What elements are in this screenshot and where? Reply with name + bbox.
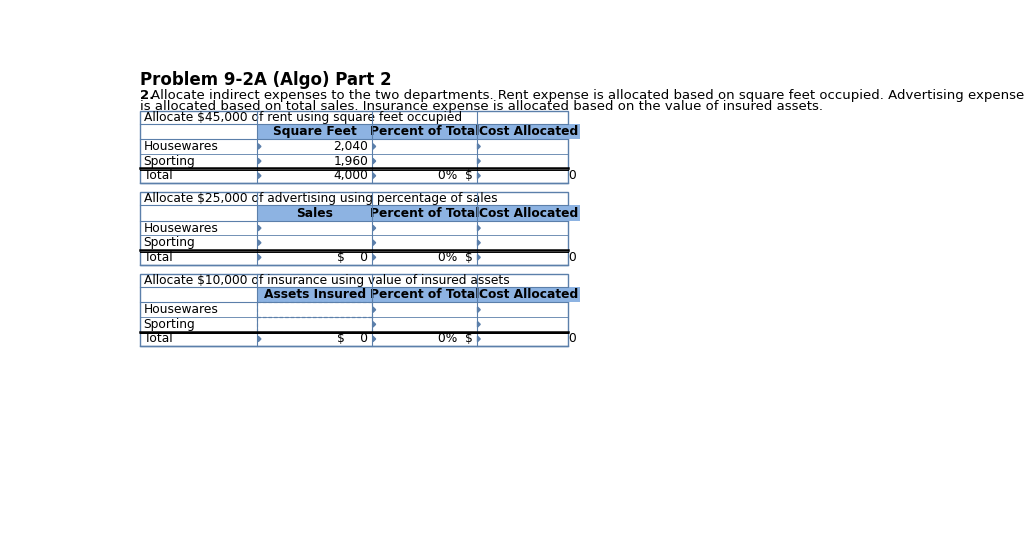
Polygon shape [258,144,261,149]
Polygon shape [373,307,376,312]
Polygon shape [477,173,480,178]
Text: is allocated based on total sales. Insurance expense is allocated based on the v: is allocated based on total sales. Insur… [139,100,822,113]
Polygon shape [477,255,480,260]
Text: $    0: $ 0 [337,332,369,345]
Text: 0: 0 [568,251,575,264]
Polygon shape [373,322,376,327]
Text: Allocate $10,000 of insurance using value of insured assets: Allocate $10,000 of insurance using valu… [143,274,509,287]
Text: Housewares: Housewares [143,303,218,316]
Text: Assets Insured: Assets Insured [264,288,366,301]
Text: Housewares: Housewares [143,222,218,235]
Text: 2,040: 2,040 [334,140,369,153]
Bar [477,205,580,221]
Polygon shape [373,158,376,164]
Polygon shape [477,322,480,327]
Polygon shape [258,336,261,342]
Bar [477,287,580,303]
Polygon shape [477,158,480,164]
Bar [372,205,477,221]
Text: Cost Allocated: Cost Allocated [478,125,578,138]
Bar [372,124,477,139]
Text: 0%  $: 0% $ [438,251,473,264]
Text: Sales: Sales [296,207,333,219]
Text: 0%  $: 0% $ [438,332,473,345]
Bar [139,192,568,265]
Polygon shape [477,144,480,149]
Text: Square Feet: Square Feet [273,125,356,138]
Polygon shape [373,255,376,260]
Bar [257,205,372,221]
Text: 0%  $: 0% $ [438,169,473,182]
Text: Allocate indirect expenses to the two departments. Rent expense is allocated bas: Allocate indirect expenses to the two de… [152,89,1024,102]
Text: Sporting: Sporting [143,155,196,168]
Text: Percent of Total: Percent of Total [370,288,479,301]
Text: Total: Total [143,332,172,345]
Bar [257,287,372,303]
Text: Problem 9-2A (Algo) Part 2: Problem 9-2A (Algo) Part 2 [139,72,391,90]
Text: 0: 0 [568,332,575,345]
Bar [139,274,568,346]
Bar [139,111,568,183]
Text: 0: 0 [568,169,575,182]
Text: Sporting: Sporting [143,236,196,249]
Polygon shape [258,226,261,231]
Text: Allocate $45,000 of rent using square feet occupied: Allocate $45,000 of rent using square fe… [143,111,462,124]
Polygon shape [258,173,261,178]
Text: 2.: 2. [139,89,154,102]
Polygon shape [477,240,480,245]
Bar [477,124,580,139]
Polygon shape [477,226,480,231]
Text: $    0: $ 0 [337,251,369,264]
Text: Allocate $25,000 of advertising using percentage of sales: Allocate $25,000 of advertising using pe… [143,192,497,205]
Polygon shape [373,144,376,149]
Text: Cost Allocated: Cost Allocated [478,288,578,301]
Text: Cost Allocated: Cost Allocated [478,207,578,219]
Text: Total: Total [143,169,172,182]
Polygon shape [258,255,261,260]
Polygon shape [258,240,261,245]
Polygon shape [373,240,376,245]
Bar [257,124,372,139]
Text: Total: Total [143,251,172,264]
Polygon shape [477,307,480,312]
Polygon shape [477,336,480,342]
Polygon shape [373,226,376,231]
Bar [372,287,477,303]
Text: Housewares: Housewares [143,140,218,153]
Text: 1,960: 1,960 [334,155,369,168]
Text: Percent of Total: Percent of Total [370,207,479,219]
Text: Percent of Total: Percent of Total [370,125,479,138]
Polygon shape [373,336,376,342]
Text: Sporting: Sporting [143,318,196,331]
Polygon shape [373,173,376,178]
Text: 4,000: 4,000 [334,169,369,182]
Polygon shape [258,158,261,164]
